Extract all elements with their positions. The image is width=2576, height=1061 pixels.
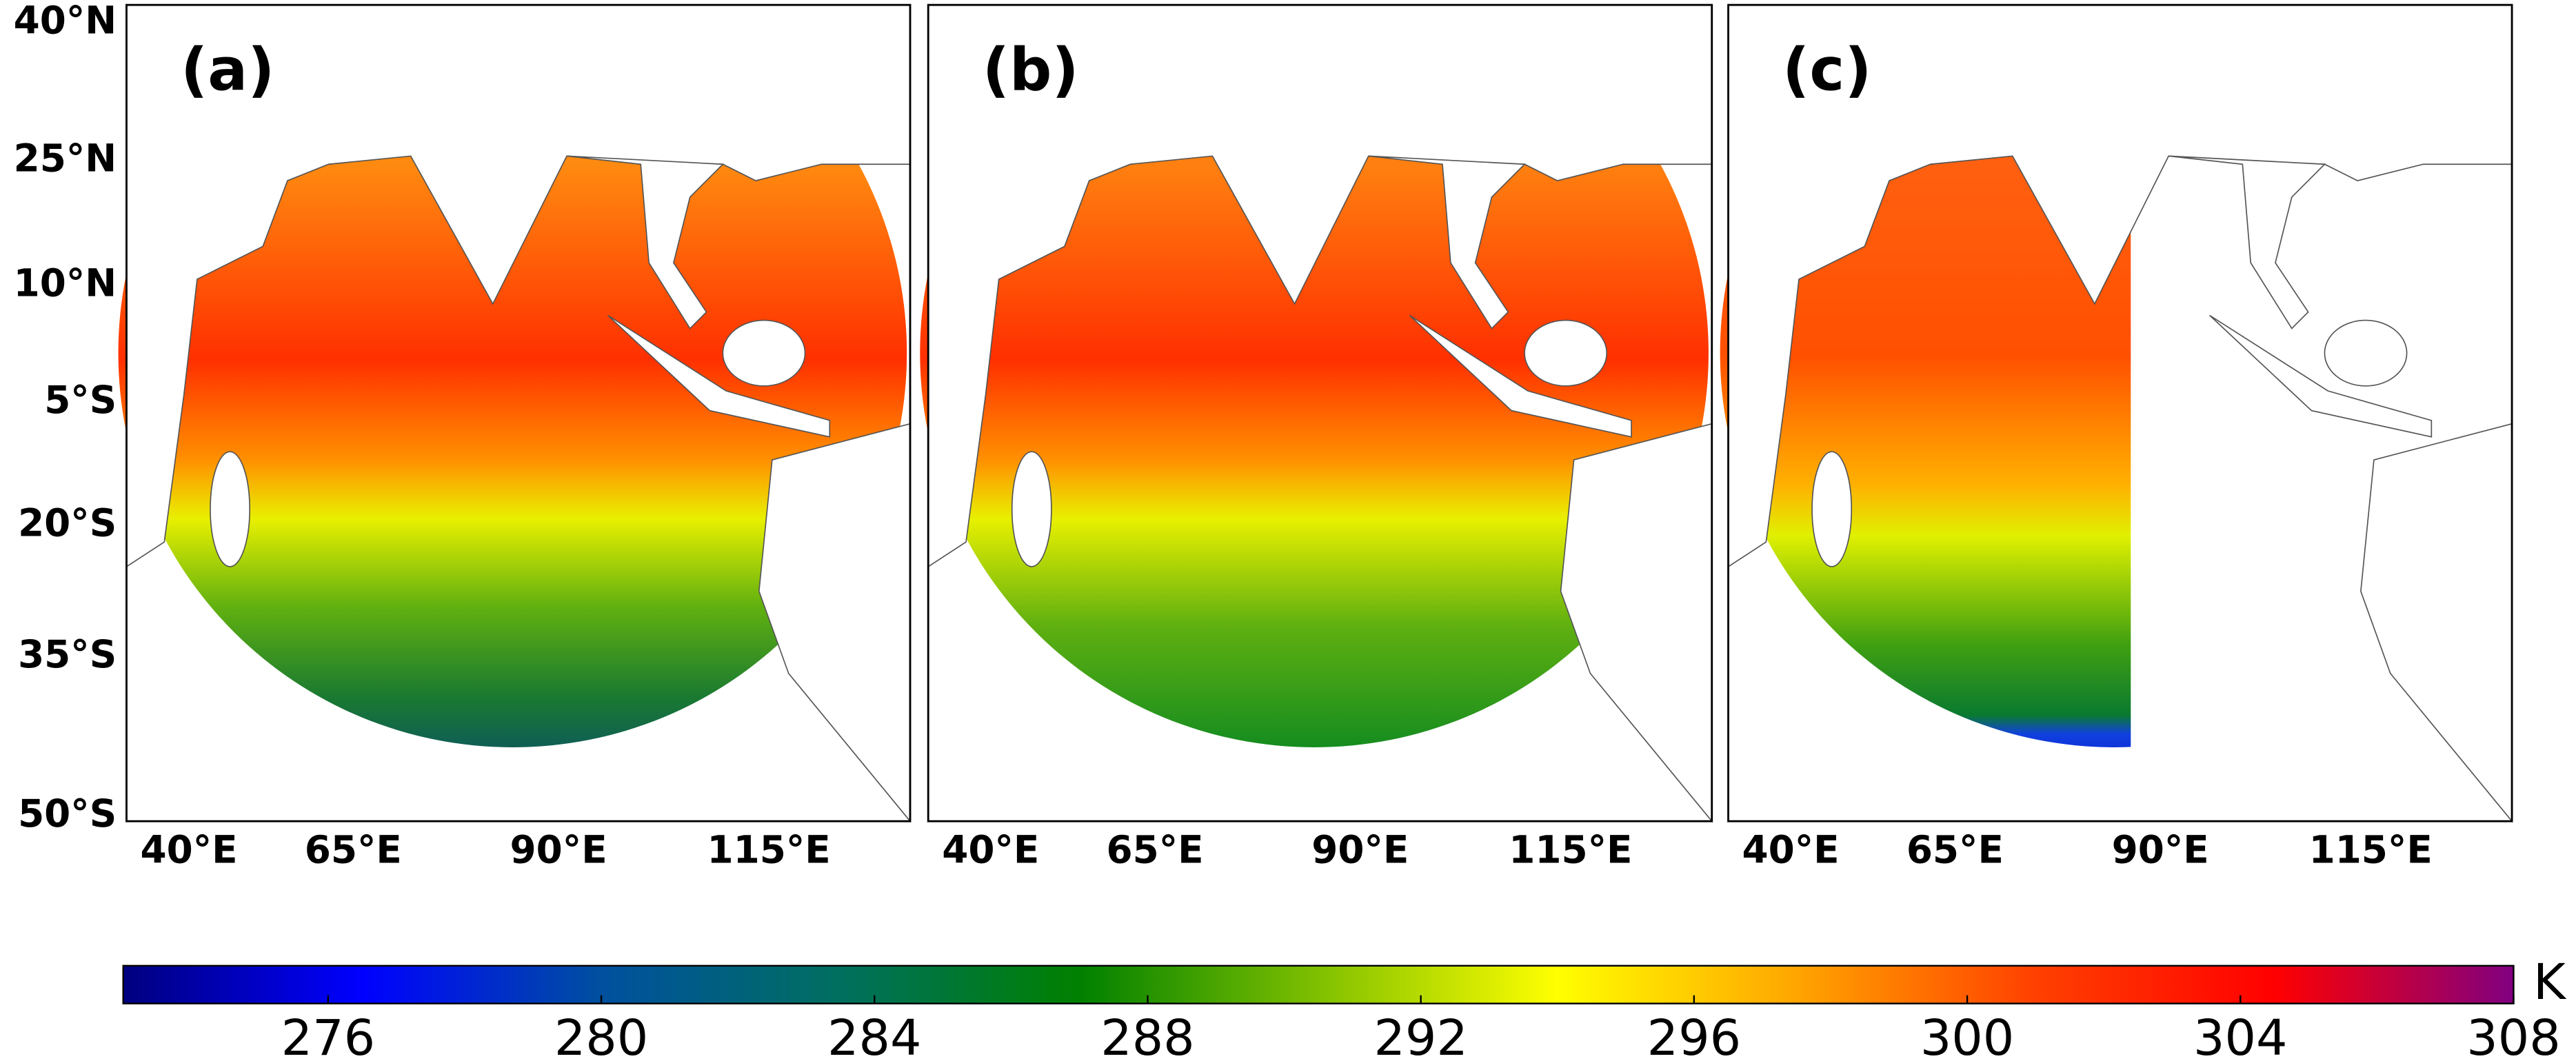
lon-label: 40°E <box>140 828 237 872</box>
lon-label: 115°E <box>2309 828 2433 872</box>
colorbar-tick-label: 276 <box>281 1009 375 1061</box>
lon-label: 115°E <box>1509 828 1632 872</box>
panel-label: (b) <box>983 36 1079 105</box>
colorbar-tick-label: 292 <box>1373 1009 1467 1061</box>
lon-label: 65°E <box>1106 828 1203 872</box>
colorbar-unit: K <box>2533 953 2567 1011</box>
lat-label: 40°N <box>14 0 117 42</box>
colorbar-tick-label: 284 <box>827 1009 921 1061</box>
map-frame <box>125 3 912 822</box>
panel-label: (a) <box>181 36 274 105</box>
lon-label: 90°E <box>1311 828 1409 872</box>
colorbar-tick-label: 280 <box>554 1009 648 1061</box>
panels: (a) 40°E 65°E 90°E 115°E (b) 40°E 65°E 90°E 115°E… <box>14 0 2513 872</box>
colorbar-tick-label: 308 <box>2466 1009 2560 1061</box>
map-panel: (c) 40°E 65°E 90°E 115°E <box>1720 3 2513 872</box>
lon-label: 40°E <box>942 828 1039 872</box>
colorbar-tick-label: 304 <box>2193 1009 2287 1061</box>
lon-label: 115°E <box>707 828 830 872</box>
lat-label: 35°S <box>18 632 117 676</box>
colorbar-tick-label: 300 <box>1920 1009 2014 1061</box>
map-frame <box>1727 3 2513 822</box>
colorbar-tick-label: 296 <box>1647 1009 1741 1061</box>
lon-label: 90°E <box>2112 828 2209 872</box>
lat-label: 50°S <box>18 791 117 836</box>
map-panel: (b) 40°E 65°E 90°E 115°E <box>920 3 1713 872</box>
lat-label: 20°S <box>18 501 117 545</box>
map-panel: (a) 40°E 65°E 90°E 115°E <box>118 3 912 872</box>
lat-label: 5°S <box>44 378 117 422</box>
colorbar-tick-label: 288 <box>1100 1009 1194 1061</box>
map-frame <box>927 3 1713 822</box>
panel-label: (c) <box>1782 36 1871 105</box>
lon-label: 65°E <box>1906 828 2004 872</box>
lon-label: 40°E <box>1742 828 1840 872</box>
colorbar-bar <box>122 964 2515 1004</box>
lon-label: 90°E <box>510 828 607 872</box>
lat-label: 25°N <box>14 137 117 181</box>
lon-label: 65°E <box>305 828 402 872</box>
lat-label: 10°N <box>14 261 117 305</box>
